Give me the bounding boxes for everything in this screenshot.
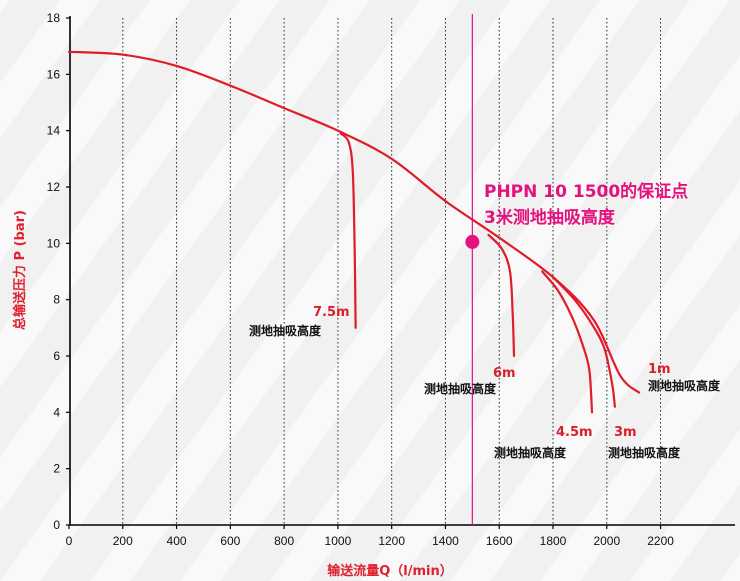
x-tick-label: 800 — [274, 534, 294, 548]
y-tick-label: 0 — [53, 518, 60, 532]
x-tick-label: 1600 — [486, 534, 513, 548]
series-curves — [67, 50, 641, 414]
bg-stripe — [0, 0, 100, 139]
bg-stripe — [360, 55, 740, 581]
label-7-5m-value: 7.5m — [313, 305, 350, 320]
curve-1m — [67, 50, 641, 394]
y-tick-label: 10 — [47, 236, 61, 250]
guarantee-point-marker — [465, 234, 480, 249]
x-tick-label: 1400 — [432, 534, 459, 548]
y-tick-label: 12 — [47, 180, 61, 194]
x-tick-label: 0 — [66, 534, 73, 548]
label-1m-desc: 测地抽吸高度 — [648, 378, 721, 393]
curve-4-5m — [541, 270, 594, 414]
label-1m-value: 1m — [648, 362, 671, 377]
y-tick-label: 14 — [47, 124, 61, 138]
x-tick-label: 1200 — [378, 534, 405, 548]
x-axis-title: 输送流量Q（l/min） — [327, 563, 453, 579]
curve-7-5m — [339, 132, 357, 329]
label-4-5m: 4.5m 测地抽吸高度 — [494, 425, 593, 460]
label-3m-desc: 测地抽吸高度 — [608, 445, 681, 460]
label-6m: 6m 测地抽吸高度 — [424, 366, 516, 396]
label-3m: 3m 测地抽吸高度 — [608, 425, 681, 460]
grid-lines — [122, 18, 662, 525]
y-tick-label: 8 — [53, 293, 60, 307]
x-tick-label: 1800 — [540, 534, 567, 548]
y-tick-label: 2 — [53, 462, 60, 476]
bg-stripe — [630, 428, 740, 581]
label-3m-value: 3m — [614, 425, 637, 440]
x-tick-label: 2000 — [593, 534, 620, 548]
x-tick-label: 200 — [113, 534, 133, 548]
curve-3m — [551, 276, 616, 408]
label-4-5m-value: 4.5m — [556, 425, 593, 440]
guarantee-callout-line2: 3米测地抽吸高度 — [484, 207, 616, 228]
tick-labels: 0 2 4 6 8 10 12 14 16 18 0 200 400 600 800 1000 1200 1400… — [47, 11, 675, 548]
bg-stripe — [0, 0, 370, 581]
label-4-5m-desc: 测地抽吸高度 — [494, 445, 567, 460]
label-7-5m-desc: 测地抽吸高度 — [249, 323, 322, 338]
bg-stripe — [0, 0, 190, 263]
guarantee-point-layer — [465, 234, 480, 249]
y-axis-title: 总输送压力 P (bar) — [12, 210, 28, 330]
label-7-5m: 7.5m 测地抽吸高度 — [249, 305, 350, 338]
x-tick-label: 400 — [167, 534, 187, 548]
bg-stripe — [180, 0, 640, 581]
x-tick-label: 1000 — [325, 534, 352, 548]
x-tick-label: 600 — [220, 534, 240, 548]
bg-stripe — [90, 0, 550, 581]
y-tick-label: 18 — [47, 11, 61, 25]
x-tick-label: 2200 — [647, 534, 674, 548]
bg-stripe — [540, 304, 740, 581]
axes — [69, 16, 735, 526]
y-tick-label: 6 — [53, 349, 60, 363]
bg-stripe — [450, 179, 740, 581]
guarantee-callout-line1: PHPN 10 1500的保证点 — [484, 181, 688, 202]
y-tick-label: 4 — [53, 405, 60, 419]
label-6m-value: 6m — [493, 366, 516, 381]
curve-6m — [487, 233, 516, 358]
bg-stripe — [0, 0, 10, 14]
bg-stripe — [270, 0, 730, 581]
y-tick-label: 16 — [47, 67, 61, 81]
label-6m-desc: 测地抽吸高度 — [424, 381, 497, 396]
label-1m: 1m 测地抽吸高度 — [648, 362, 721, 393]
bg-stripe — [720, 553, 740, 581]
